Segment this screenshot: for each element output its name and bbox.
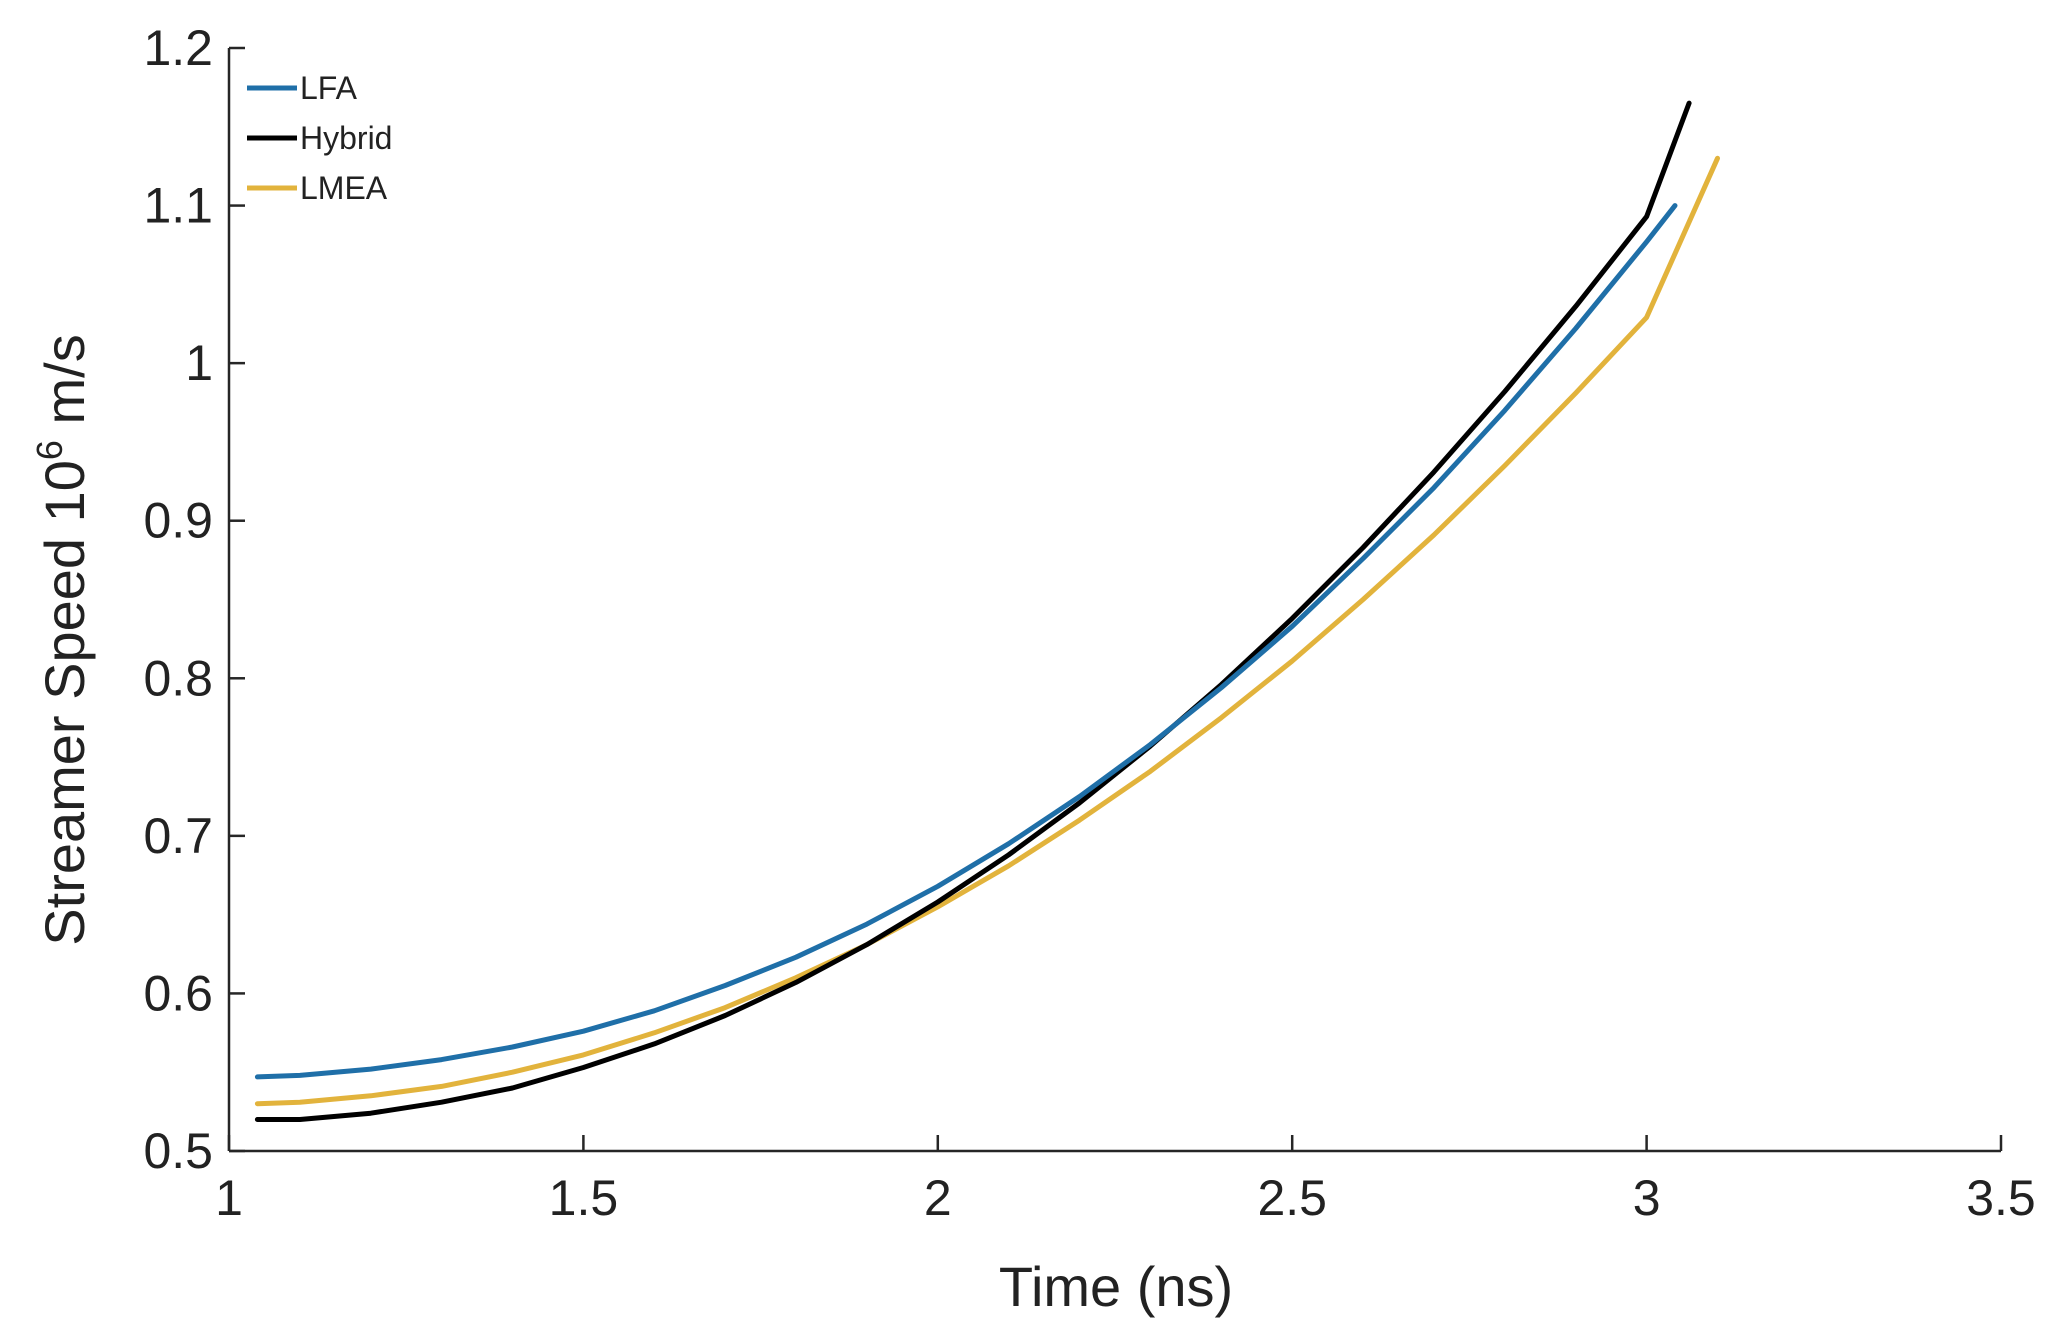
- y-tick-label: 1.2: [143, 20, 213, 76]
- y-axis-title-exponent: 6: [29, 440, 70, 460]
- legend-label-hybrid: Hybrid: [300, 120, 392, 156]
- x-tick-label: 3.5: [1966, 1170, 2036, 1226]
- y-tick-label: 1: [185, 335, 213, 391]
- y-axis-title: Streamer Speed 106 m/s: [29, 334, 96, 945]
- y-tick-label: 0.7: [143, 808, 213, 864]
- series-line-lmea: [254, 155, 1720, 1107]
- x-tick-label: 1: [215, 1170, 243, 1226]
- series-line-lfa: [254, 203, 1678, 1080]
- y-tick-label: 1.1: [143, 178, 213, 234]
- x-tick-label: 2.5: [1257, 1170, 1327, 1226]
- axes: [227, 48, 2001, 1153]
- y-axis-title-main: Streamer Speed 10: [33, 460, 96, 946]
- legend: LFA Hybrid LMEA: [247, 70, 392, 206]
- x-tick-label: 1.5: [549, 1170, 619, 1226]
- y-tick-label: 0.8: [143, 650, 213, 706]
- y-tick-label: 0.5: [143, 1123, 213, 1179]
- y-tick-label: 0.9: [143, 493, 213, 549]
- series-lines: [254, 100, 1720, 1122]
- y-axis-title-unit: m/s: [33, 334, 96, 440]
- y-tick-label: 0.6: [143, 965, 213, 1021]
- legend-label-lfa: LFA: [300, 70, 358, 106]
- x-tick-label: 2: [924, 1170, 952, 1226]
- x-tick-label: 3: [1633, 1170, 1661, 1226]
- legend-label-lmea: LMEA: [300, 170, 388, 206]
- ticks: 1 1.5 2 2.5 3 3.5 0.5 0.6 0.7 0.8 0.9 1 1.1 1.2: [143, 20, 2035, 1226]
- series-line-hybrid: [254, 100, 1692, 1122]
- x-axis-title: Time (ns): [999, 1255, 1233, 1318]
